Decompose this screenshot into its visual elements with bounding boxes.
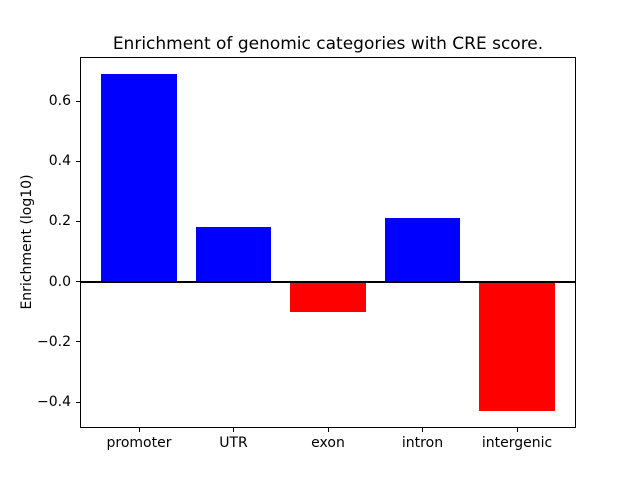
- x-tick-mark: [327, 428, 329, 432]
- x-tick-mark: [516, 428, 518, 432]
- x-tick-label-intergenic: intergenic: [481, 435, 553, 451]
- zero-line: [80, 280, 576, 283]
- y-tick-mark: [76, 100, 80, 102]
- y-tick-label: 0.4: [48, 153, 71, 170]
- y-tick-mark: [76, 281, 80, 283]
- x-tick-mark: [233, 428, 234, 432]
- y-tick-mark: [76, 220, 80, 222]
- y-tick-mark: [76, 160, 80, 162]
- y-tick-label: −0.4: [37, 394, 71, 411]
- x-tick-label-promoter: promoter: [106, 435, 172, 451]
- y-tick-label: 0.0: [48, 273, 71, 290]
- bar-promoter: [101, 73, 177, 282]
- x-tick-label-UTR: UTR: [219, 435, 248, 451]
- bar-intergenic: [479, 281, 555, 412]
- x-tick-label-exon: exon: [311, 435, 345, 451]
- x-tick-label-intron: intron: [401, 435, 444, 451]
- y-tick-mark: [76, 401, 80, 403]
- bar-UTR: [195, 227, 272, 282]
- y-tick-label: 0.6: [48, 93, 71, 109]
- bar-intron: [384, 218, 461, 282]
- y-tick-label: 0.2: [48, 213, 71, 230]
- chart-title: Enrichment of genomic categories with CR…: [112, 34, 544, 54]
- y-tick-label: −0.2: [37, 333, 71, 350]
- bar-exon: [290, 281, 366, 312]
- y-tick-mark: [76, 341, 80, 343]
- x-tick-mark: [422, 428, 423, 432]
- x-tick-mark: [138, 428, 140, 432]
